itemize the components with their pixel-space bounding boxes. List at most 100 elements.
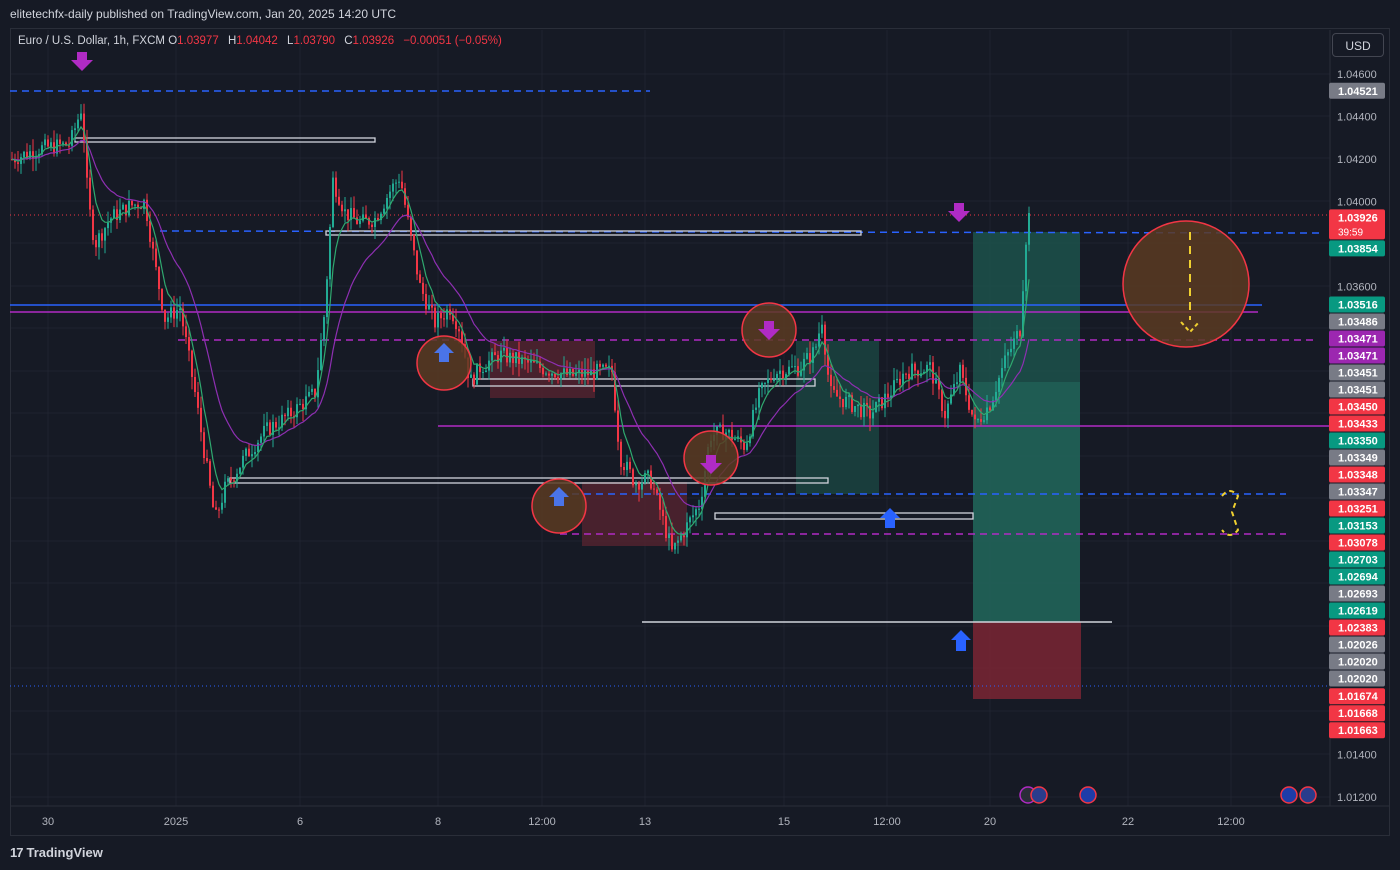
price-tag: 1.03433 <box>1329 415 1385 432</box>
candle <box>812 342 814 373</box>
candle <box>299 398 301 406</box>
candle <box>491 348 493 372</box>
candle <box>656 487 658 496</box>
candle <box>422 277 424 301</box>
candle <box>257 439 259 462</box>
price-tick-label: 1.03600 <box>1337 282 1377 294</box>
candle <box>764 382 766 395</box>
economic-event-flags[interactable] <box>1019 786 1317 804</box>
currency-button[interactable]: USD <box>1332 33 1384 57</box>
price-tag-label: 1.02703 <box>1338 555 1378 567</box>
candle <box>410 215 412 241</box>
candle <box>884 384 886 418</box>
candle <box>665 506 667 542</box>
price-tag: 1.03251 <box>1329 500 1385 517</box>
candle <box>353 196 355 218</box>
candle <box>326 276 328 324</box>
price-tag-label: 1.03516 <box>1338 300 1378 312</box>
candle <box>785 372 787 385</box>
candle <box>653 480 655 495</box>
candle <box>77 113 79 132</box>
price-tag-label: 1.03153 <box>1338 521 1378 533</box>
tradingview-logo[interactable]: 17 TradingView <box>10 845 103 860</box>
candle <box>1001 358 1003 387</box>
price-tag: 1.03450 <box>1329 398 1385 415</box>
candle <box>956 372 958 388</box>
candle <box>446 304 448 328</box>
candle <box>608 355 610 377</box>
candle <box>371 221 373 234</box>
candle <box>383 204 385 215</box>
price-tag-label: 1.03251 <box>1338 504 1378 516</box>
price-tag: 1.03078 <box>1329 534 1385 551</box>
candle <box>320 333 322 371</box>
candle <box>629 457 631 474</box>
candle <box>1016 324 1018 346</box>
time-axis[interactable]: 30 2025 6 8 12:00 13 15 12:00 20 22 12:00 <box>11 805 1390 828</box>
candle <box>263 413 265 442</box>
price-tag-label: 1.02694 <box>1338 572 1379 584</box>
candle <box>695 506 697 527</box>
price-tag: 1.03471 <box>1329 347 1385 364</box>
candle <box>164 309 166 330</box>
candle <box>269 419 271 437</box>
candle <box>668 526 670 551</box>
candle <box>251 444 253 468</box>
candle <box>815 343 817 351</box>
candle <box>80 104 82 122</box>
candle <box>221 493 223 514</box>
candle <box>674 542 676 554</box>
price-tag-label: 1.02020 <box>1338 674 1378 686</box>
candle <box>686 512 688 547</box>
price-tag-label: 1.02693 <box>1338 589 1378 601</box>
candle <box>878 394 880 412</box>
candle <box>788 360 790 377</box>
candle <box>167 312 169 329</box>
candle <box>350 197 352 230</box>
price-axis[interactable]: 1.04600 1.04400 1.04200 1.04000 1.03600 1.014… <box>1329 30 1385 806</box>
price-tag-label: 1.02383 <box>1338 623 1378 635</box>
candle <box>641 477 643 498</box>
candle <box>311 384 313 396</box>
price-tag-label: 1.03347 <box>1338 487 1378 499</box>
candle <box>737 430 739 442</box>
candle <box>170 300 172 323</box>
candle <box>158 266 160 301</box>
arrow-up-icon <box>951 630 971 651</box>
candle <box>854 405 856 417</box>
candle <box>863 398 865 427</box>
close-value: 1.03926 <box>352 35 395 47</box>
candle <box>83 103 85 153</box>
candle <box>218 507 220 519</box>
candle <box>971 409 973 417</box>
candle <box>746 435 748 452</box>
highlight-circles <box>416 220 1250 534</box>
candle <box>605 362 607 369</box>
candle <box>398 173 400 189</box>
chart-frame[interactable] <box>10 28 1390 836</box>
candle <box>647 469 649 484</box>
candle <box>623 462 625 476</box>
symbol-legend[interactable]: Euro / U.S. Dollar, 1h, FXCM O1.03977 H1… <box>18 35 508 47</box>
candle <box>677 536 679 554</box>
tradingview-logo-mark: 17 <box>10 845 24 860</box>
candle <box>986 395 988 424</box>
price-tag: 1.03350 <box>1329 432 1385 449</box>
time-tick-label: 6 <box>297 816 303 828</box>
candle <box>692 505 694 523</box>
time-tick-label: 30 <box>42 816 54 828</box>
circle-target-large <box>1122 220 1250 348</box>
candle <box>368 216 370 229</box>
candle <box>782 365 784 386</box>
us-flag-icon <box>1299 786 1317 804</box>
candle <box>86 129 88 189</box>
time-tick-label: 12:00 <box>1217 816 1245 828</box>
candle <box>683 531 685 546</box>
candle <box>230 466 232 488</box>
candle <box>290 400 292 424</box>
price-tag: 1.02619 <box>1329 602 1385 619</box>
candle <box>989 405 991 412</box>
position-loss-zone <box>973 622 1081 699</box>
candle <box>767 369 769 395</box>
